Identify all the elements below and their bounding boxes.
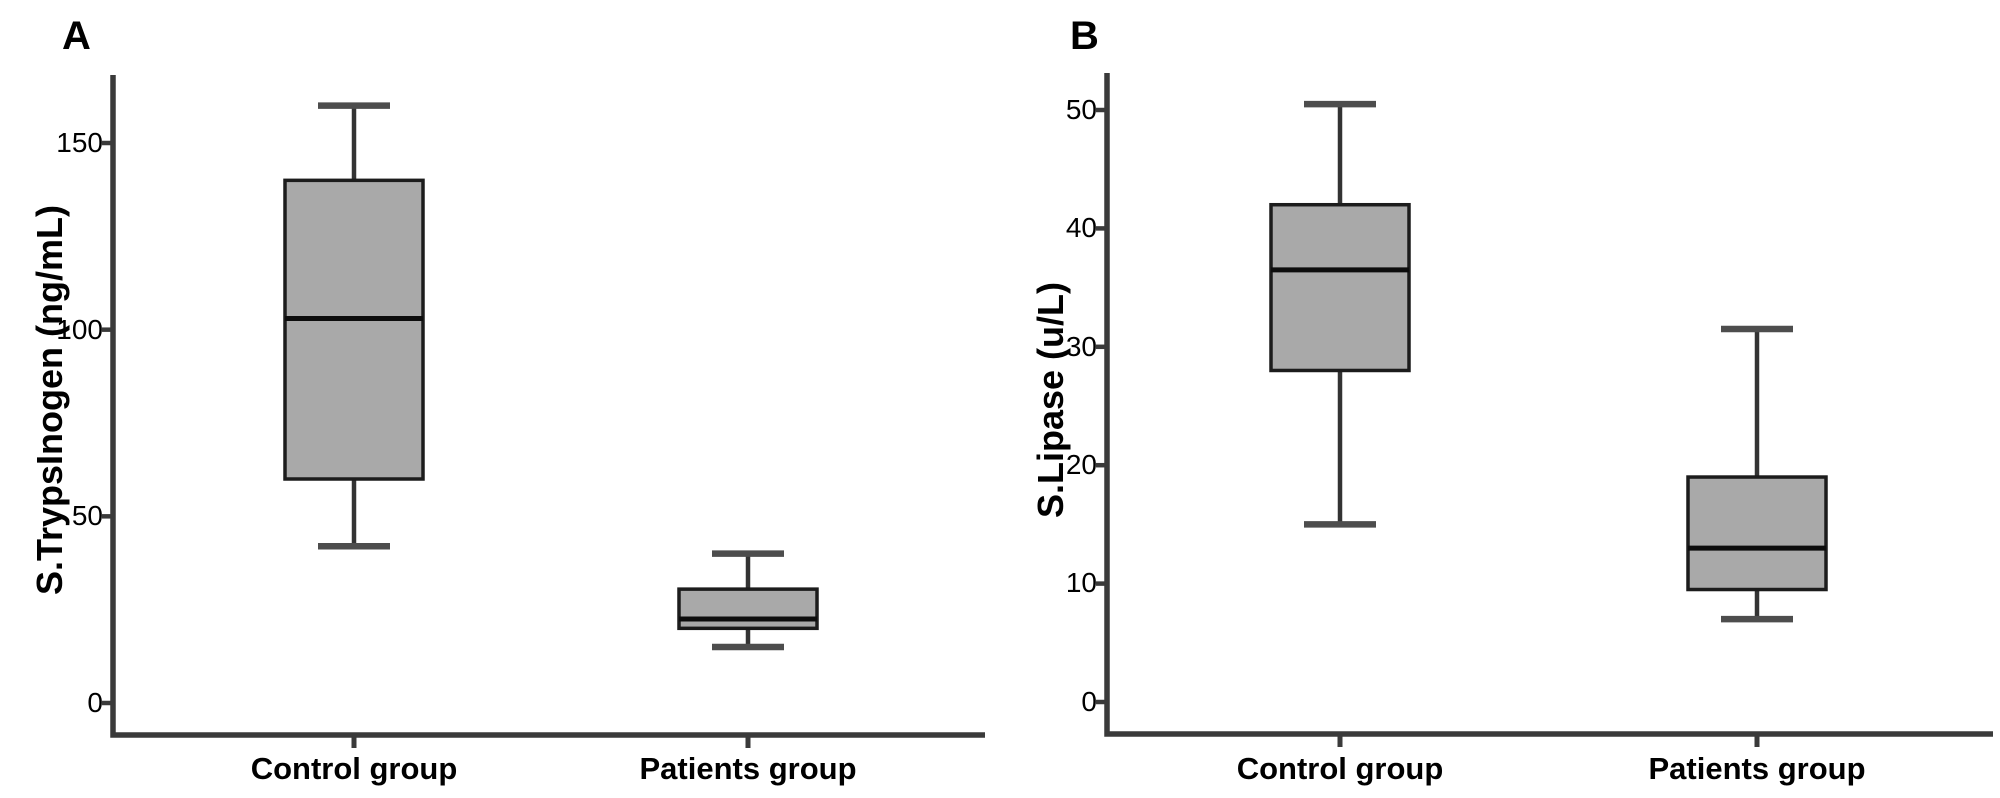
panel-b-ytick-50: 50 <box>1065 94 1097 125</box>
panel-b-category-patients: Patients group <box>1648 751 1866 786</box>
panel-b-ytick-0: 0 <box>1081 686 1097 717</box>
panel-b: B S.Lipase (u/L) 50 40 30 20 10 0 Contro… <box>1000 0 2000 798</box>
panel-a-ytick-150: 150 <box>56 127 103 158</box>
panel-a-plot <box>102 75 985 748</box>
panel-a-ytick-50: 50 <box>71 500 103 531</box>
panel-a-ytick-100: 100 <box>56 314 103 345</box>
panel-a-category-patients: Patients group <box>639 751 857 786</box>
panel-b-ytick-30: 30 <box>1065 331 1097 362</box>
panel-a: A S.TrypsInogen (ng/mL) 150 100 50 0 Con… <box>29 14 985 786</box>
panel-b-y-axis-label: S.Lipase (u/L) <box>1030 281 1071 519</box>
panel-a-y-axis-label: S.TrypsInogen (ng/mL) <box>29 204 70 596</box>
panel-b-plot <box>1096 73 1993 747</box>
panel-a-ytick-0: 0 <box>87 687 103 718</box>
panel-b-letter: B <box>1070 14 1099 58</box>
panel-b-ytick-10: 10 <box>1065 567 1097 598</box>
panel-a-letter: A <box>62 14 91 58</box>
panel-b-ytick-40: 40 <box>1065 212 1097 243</box>
panel-b-category-control: Control group <box>1236 751 1444 786</box>
panel-b-ytick-20: 20 <box>1065 449 1097 480</box>
panel-a-category-control: Control group <box>250 751 458 786</box>
